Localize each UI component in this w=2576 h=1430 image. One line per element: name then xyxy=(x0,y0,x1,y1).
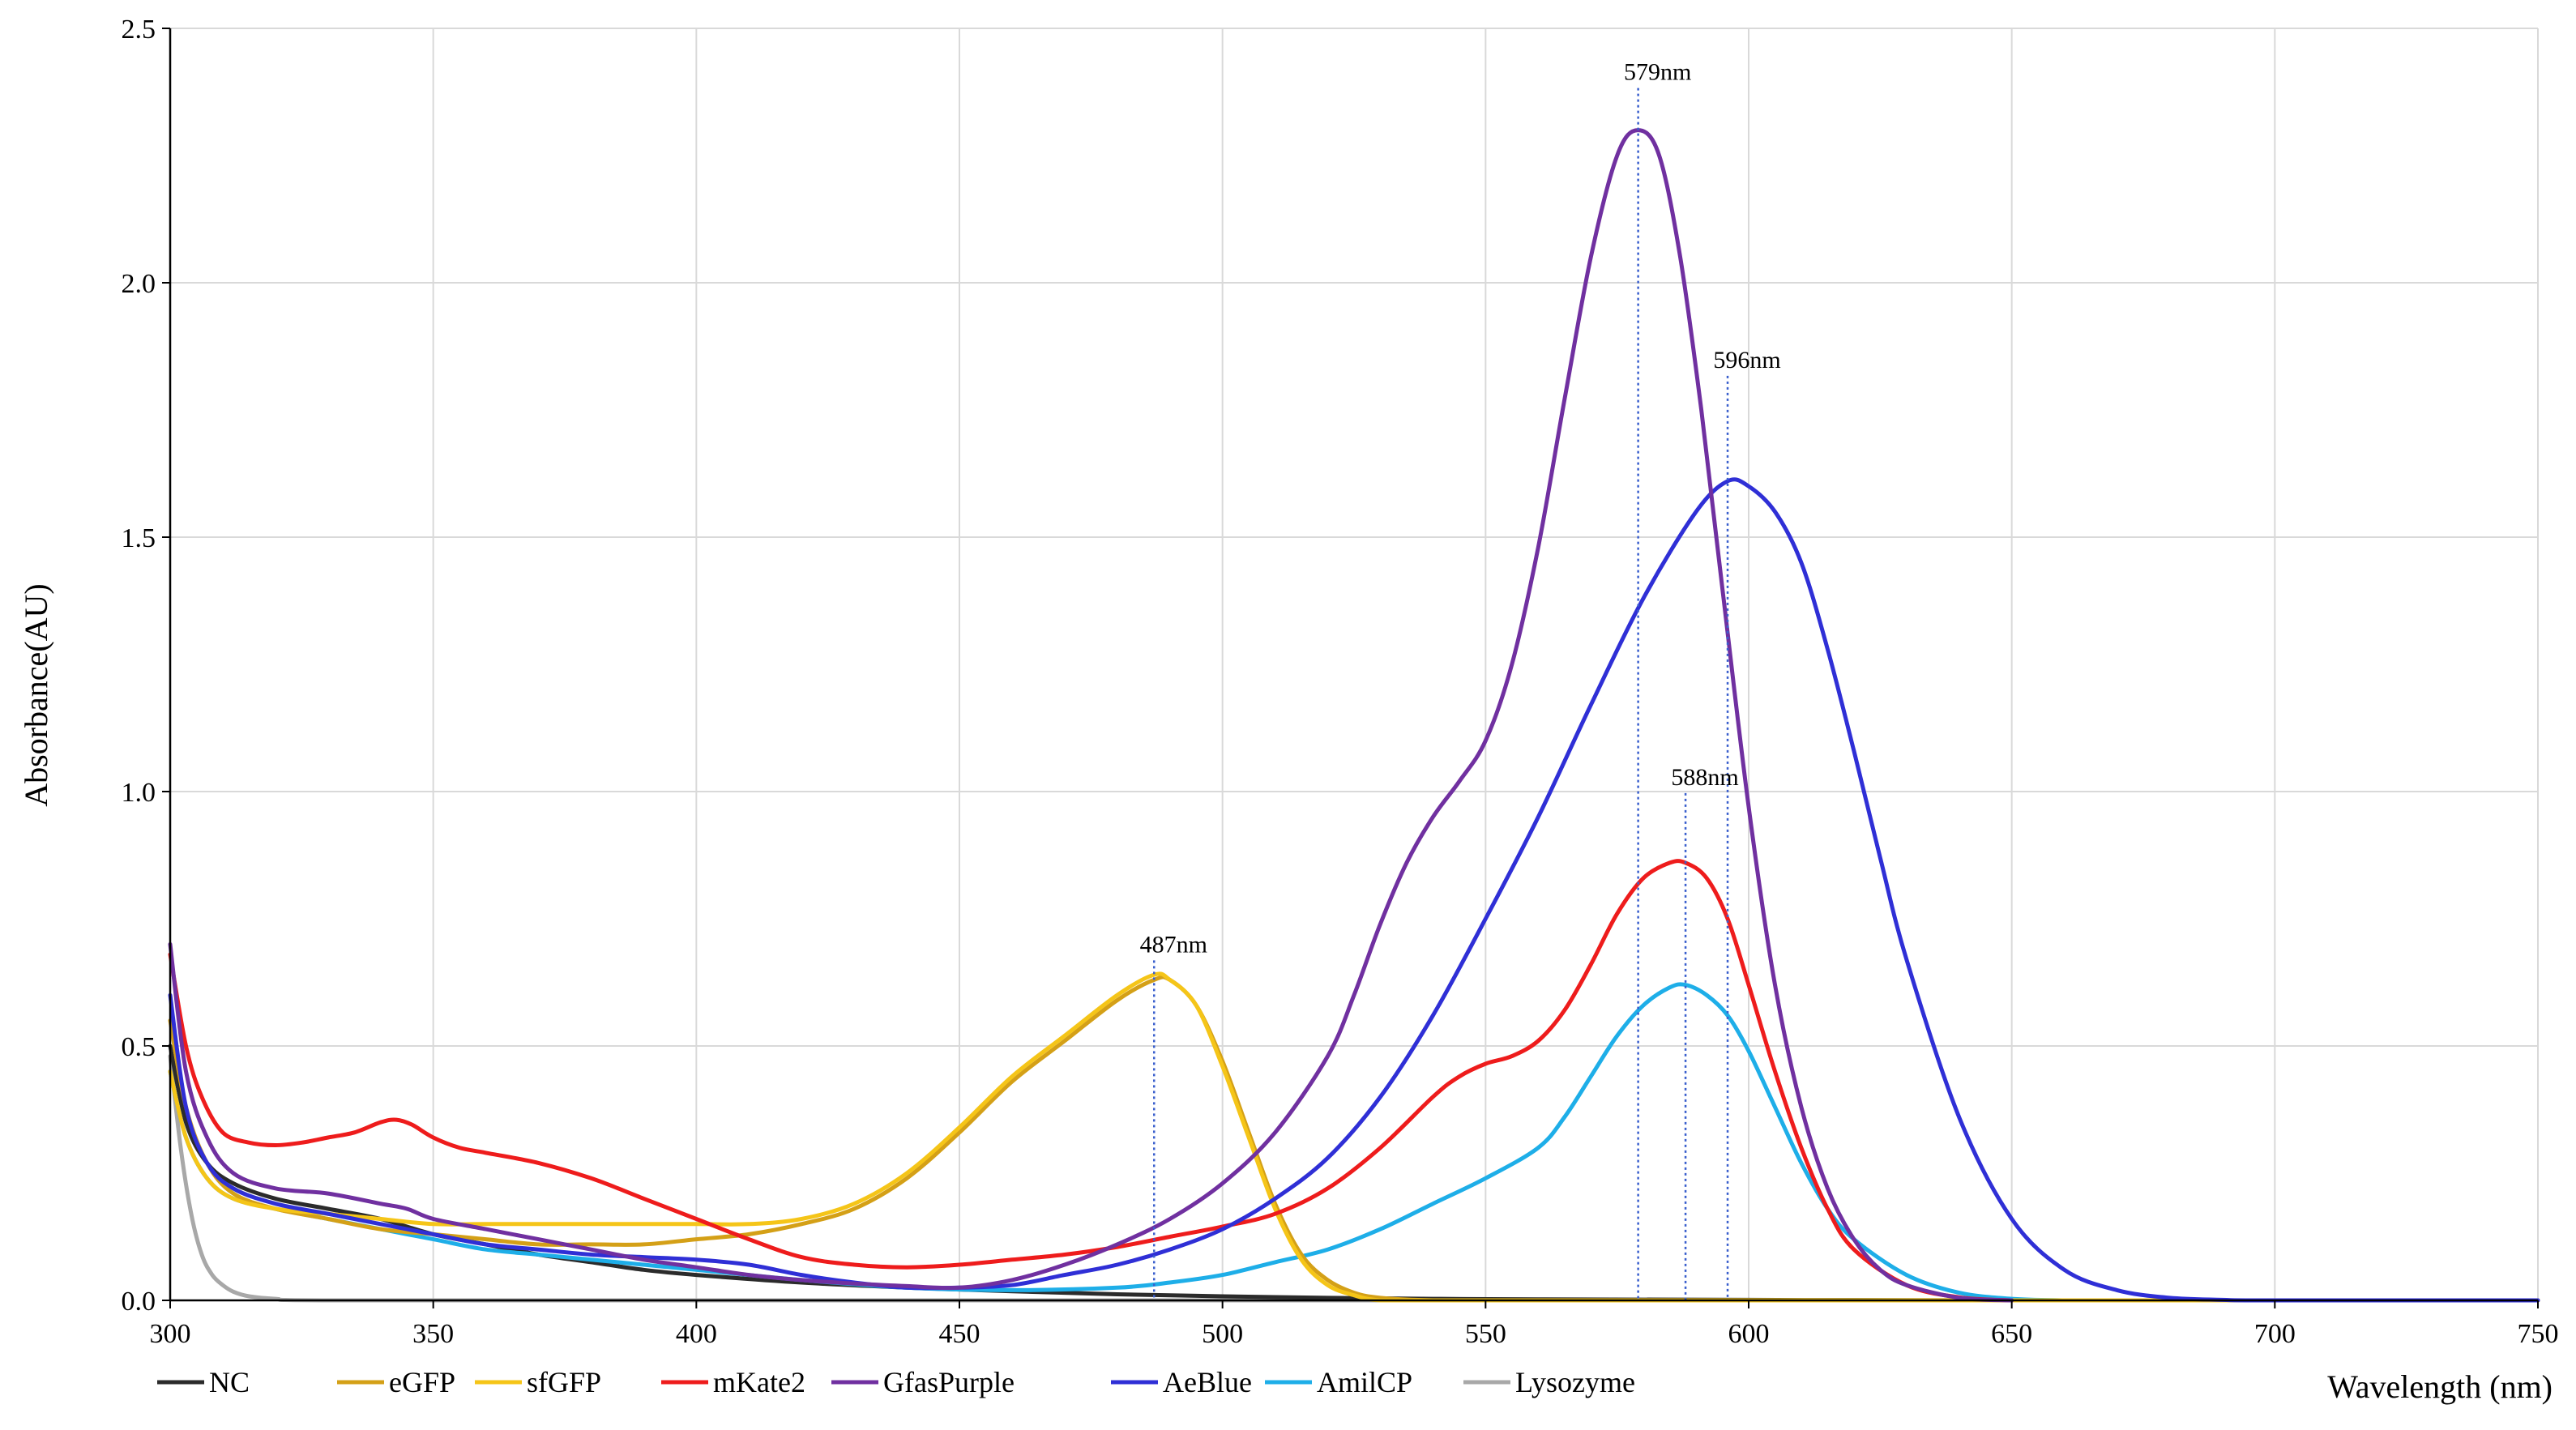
legend-label-egfp: eGFP xyxy=(389,1366,455,1398)
x-tick-label: 350 xyxy=(412,1319,454,1349)
y-tick-label: 1.5 xyxy=(122,523,156,553)
x-tick-label: 300 xyxy=(150,1319,191,1349)
series-line-gfaspurple xyxy=(168,128,2014,1303)
tick-labels: 300 350 400 450 500 550 600 650 700 750 0.0 0.5 1.0 1… xyxy=(122,15,2559,1349)
legend-label-lysozyme: Lysozyme xyxy=(1515,1366,1635,1398)
x-tick-label: 700 xyxy=(2254,1319,2296,1349)
x-tick-label: 650 xyxy=(1991,1319,2032,1349)
x-tick-label: 450 xyxy=(939,1319,980,1349)
peak-label: 487nm xyxy=(1140,931,1207,958)
peak-label: 596nm xyxy=(1713,347,1780,374)
y-axis-title: Absorbance(AU) xyxy=(18,583,54,806)
series-line-nc xyxy=(168,1044,2540,1303)
peak-label: 579nm xyxy=(1624,59,1691,86)
legend-label-gfaspurple: GfasPurple xyxy=(883,1366,1015,1398)
x-tick-label: 550 xyxy=(1465,1319,1506,1349)
legend-label-aeblue: AeBlue xyxy=(1163,1366,1252,1398)
x-tick-label: 750 xyxy=(2518,1319,2559,1349)
peak-label: 588nm xyxy=(1671,764,1738,791)
legend-label-mkate2: mKate2 xyxy=(713,1366,805,1398)
legend-label-amilcp: AmilCP xyxy=(1317,1366,1412,1398)
peak-annotations: 487nm 579nm 596nm 588nm xyxy=(1140,59,1781,1300)
y-tick-label: 2.5 xyxy=(122,15,156,45)
x-tick-label: 600 xyxy=(1728,1319,1770,1349)
legend-label-sfgfp: sfGFP xyxy=(527,1366,601,1398)
x-axis-title: Wavelength (nm) xyxy=(2327,1368,2553,1405)
x-tick-label: 400 xyxy=(676,1319,717,1349)
grid xyxy=(170,28,2539,1300)
series-line-amilcp xyxy=(168,982,2067,1303)
x-tick-label: 500 xyxy=(1202,1319,1243,1349)
y-tick-label: 0.5 xyxy=(122,1032,156,1062)
y-tick-label: 0.0 xyxy=(122,1287,156,1317)
axes xyxy=(162,28,2539,1308)
plot-area xyxy=(168,128,2540,1303)
series-line-mkate2 xyxy=(168,859,2014,1303)
series-line-aeblue xyxy=(168,477,2540,1303)
y-tick-label: 1.0 xyxy=(122,778,156,808)
legend-label-nc: NC xyxy=(209,1366,250,1398)
y-tick-label: 2.0 xyxy=(122,269,156,299)
legend: NC eGFP sfGFP mKate2 GfasPurple AeBlue AmilCP L… xyxy=(157,1366,1635,1398)
series-line-lysozyme xyxy=(168,1054,2540,1303)
